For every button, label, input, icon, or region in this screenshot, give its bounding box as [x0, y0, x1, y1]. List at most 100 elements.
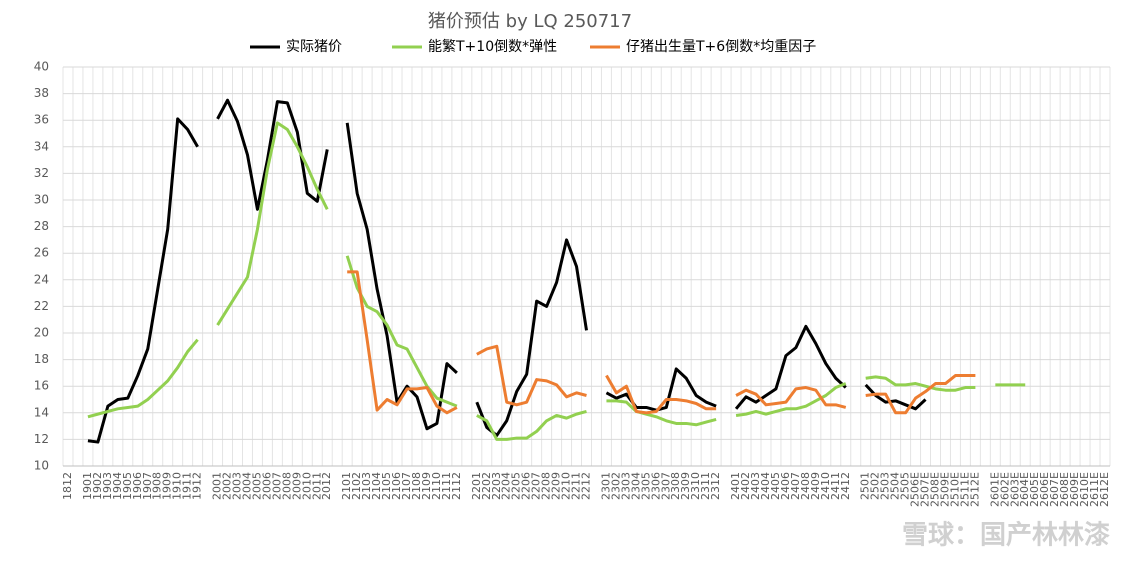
x-tick-label: 1910 — [171, 472, 184, 500]
x-tick-label: 2305 — [639, 472, 652, 500]
x-tick-label: 1904 — [111, 472, 124, 500]
y-tick-label: 30 — [34, 193, 49, 207]
x-tick-label: 1909 — [161, 472, 174, 500]
x-tick-label: 2107 — [400, 472, 413, 500]
x-tick-label: 2602E — [998, 472, 1011, 507]
x-tick-label: 2502 — [869, 472, 882, 500]
x-tick-label: 1905 — [121, 472, 134, 500]
x-tick-label: 2005 — [250, 472, 263, 500]
y-tick-label: 26 — [34, 246, 49, 260]
x-tick-label: 2007 — [270, 472, 283, 500]
x-tick-label: 2206 — [520, 472, 533, 500]
x-tick-label: 2302 — [609, 472, 622, 500]
x-tick-label: 1812 — [61, 472, 74, 500]
series-line — [87, 98, 927, 444]
y-tick-label: 22 — [34, 299, 49, 313]
x-tick-label: 2410 — [819, 472, 832, 500]
y-tick-label: 12 — [34, 432, 49, 446]
x-tick-label: 2202 — [480, 472, 493, 500]
x-tick-label: 2511E — [958, 472, 971, 507]
y-tick-label: 34 — [34, 139, 49, 153]
x-tick-label: 2501 — [859, 472, 872, 500]
x-tick-label: 2104 — [370, 472, 383, 500]
x-tick-label: 2001 — [211, 472, 224, 500]
y-tick-label: 10 — [34, 459, 49, 473]
x-tick-label: 2102 — [350, 472, 363, 500]
x-tick-label: 2506E — [909, 472, 922, 507]
series-line — [347, 270, 976, 415]
x-tick-label: 2204 — [500, 472, 513, 500]
x-tick-label: 2601E — [988, 472, 1001, 507]
x-tick-label: 2008 — [280, 472, 293, 500]
x-tick-label: 2507E — [919, 472, 932, 507]
legend-label: 实际猪价 — [286, 39, 342, 55]
x-tick-label: 2609E — [1068, 472, 1081, 507]
x-tick-label: 1912 — [191, 472, 204, 500]
x-tick-label: 2608E — [1058, 472, 1071, 507]
x-tick-label: 2106 — [390, 472, 403, 500]
x-tick-label: 1901 — [81, 472, 94, 500]
x-tick-label: 2606E — [1038, 472, 1051, 507]
x-tick-label: 2209 — [550, 472, 563, 500]
x-tick-label: 2307 — [659, 472, 672, 500]
x-tick-label: 2504 — [889, 472, 902, 500]
x-tick-label: 1903 — [101, 472, 114, 500]
x-tick-label: 2505 — [899, 472, 912, 500]
x-tick-label: 2407 — [789, 472, 802, 500]
x-tick-label: 1902 — [91, 472, 104, 500]
x-tick-label: 2510E — [948, 472, 961, 507]
x-tick-label: 2112 — [450, 472, 463, 500]
x-tick-label: 2512E — [968, 472, 981, 507]
y-tick-label: 40 — [34, 60, 49, 74]
x-tick-label: 2211 — [570, 472, 583, 500]
x-tick-label: 2111 — [440, 472, 453, 500]
x-tick-label: 2304 — [629, 472, 642, 500]
x-tick-label: 2405 — [769, 472, 782, 500]
x-tick-label: 2012 — [320, 472, 333, 500]
x-tick-label: 2409 — [809, 472, 822, 500]
x-tick-label: 2309 — [679, 472, 692, 500]
y-tick-label: 28 — [34, 219, 49, 233]
x-tick-label: 2006 — [260, 472, 273, 500]
x-tick-label: 2108 — [410, 472, 423, 500]
x-tick-label: 2508E — [929, 472, 942, 507]
x-tick-label: 2003 — [231, 472, 244, 500]
chart-title: 猪价预估 by LQ 250717 — [428, 11, 632, 32]
y-tick-label: 36 — [34, 113, 49, 127]
watermark: 雪球：国产林林漆 — [902, 521, 1110, 551]
x-tick-label: 2610E — [1078, 472, 1091, 507]
x-tick-label: 2002 — [221, 472, 234, 500]
x-tick-label: 2011 — [310, 472, 323, 500]
x-tick-label: 2605E — [1028, 472, 1041, 507]
x-tick-label: 2103 — [360, 472, 373, 500]
x-tick-label: 1908 — [151, 472, 164, 500]
legend-label: 仔猪出生量T+6倒数*均重因子 — [626, 39, 816, 55]
x-tick-label: 2110 — [430, 472, 443, 500]
x-tick-label: 1907 — [141, 472, 154, 500]
y-tick-label: 18 — [34, 352, 49, 366]
x-tick-label: 2401 — [729, 472, 742, 500]
x-tick-label: 2311 — [699, 472, 712, 500]
x-tick-label: 2412 — [839, 472, 852, 500]
x-tick-label: 2004 — [240, 472, 253, 500]
y-tick-label: 20 — [34, 326, 49, 340]
x-tick-label: 2303 — [619, 472, 632, 500]
x-tick-label: 2306 — [649, 472, 662, 500]
x-tick-label: 2612E — [1098, 472, 1111, 507]
x-tick-label: 2105 — [380, 472, 393, 500]
x-tick-label: 2404 — [759, 472, 772, 500]
x-tick-label: 2403 — [749, 472, 762, 500]
y-tick-label: 38 — [34, 86, 49, 100]
x-tick-label: 2308 — [669, 472, 682, 500]
x-tick-label: 2203 — [490, 472, 503, 500]
x-tick-label: 2503 — [879, 472, 892, 500]
x-tick-label: 2310 — [689, 472, 702, 500]
x-tick-label: 2109 — [420, 472, 433, 500]
x-tick-label: 2411 — [829, 472, 842, 500]
y-tick-label: 24 — [34, 272, 49, 286]
x-tick-label: 2212 — [580, 472, 593, 500]
x-tick-label: 2207 — [530, 472, 543, 500]
x-tick-label: 2603E — [1008, 472, 1021, 507]
y-tick-label: 16 — [34, 379, 49, 393]
x-tick-label: 2312 — [709, 472, 722, 500]
